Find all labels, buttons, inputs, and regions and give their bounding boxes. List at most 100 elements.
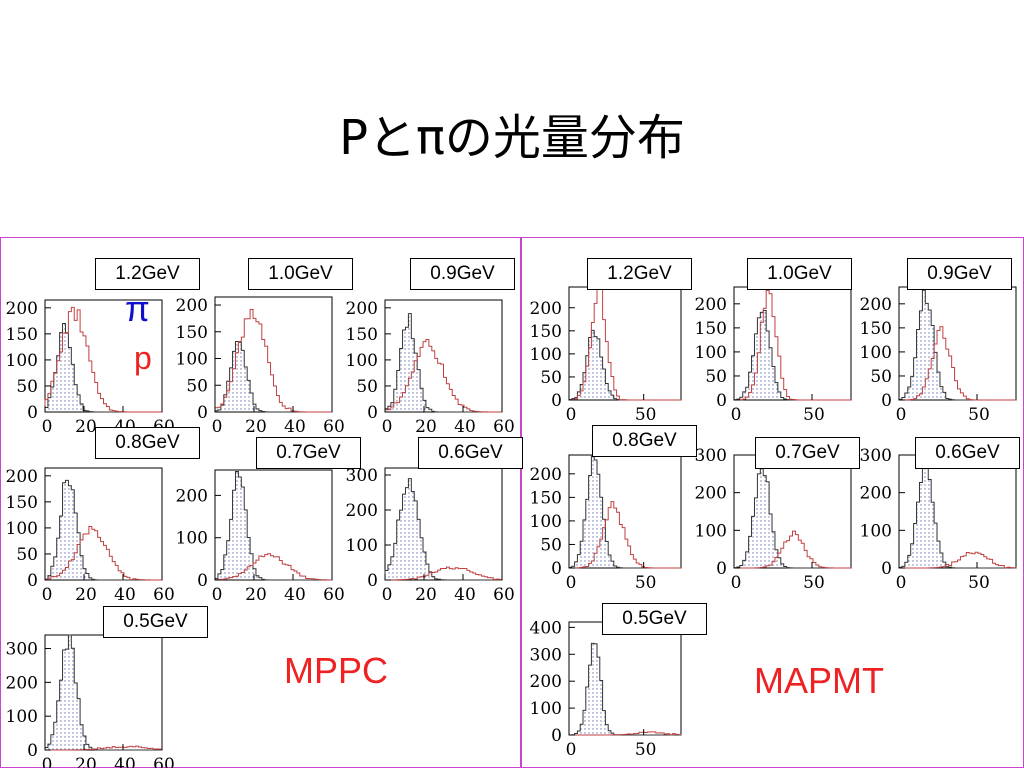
pi-histogram <box>384 478 502 581</box>
p-histogram <box>568 286 681 401</box>
y-tick-label: 200 <box>6 299 38 319</box>
x-tick-label: 60 <box>153 755 175 768</box>
pi-histogram <box>214 471 332 581</box>
y-tick-label: 0 <box>551 559 562 579</box>
pi-fill <box>569 330 681 400</box>
y-tick-label: 50 <box>186 376 208 396</box>
x-tick-label: 0 <box>566 573 577 593</box>
x-tick-label: 40 <box>284 417 306 437</box>
x-tick-label: 40 <box>454 417 476 437</box>
y-tick-label: 100 <box>346 351 378 371</box>
x-tick-label: 20 <box>75 585 97 605</box>
p-histogram <box>569 731 682 736</box>
p-legend: p <box>134 340 152 376</box>
pi-fill <box>45 323 162 412</box>
energy-label: 1.2GeV <box>95 258 200 290</box>
pi-fill <box>899 462 1016 568</box>
x-tick-label: 60 <box>153 585 175 605</box>
pi-fill <box>569 643 681 735</box>
y-tick-label: 200 <box>530 299 562 319</box>
x-tick-label: 0 <box>382 585 393 605</box>
y-tick-label: 150 <box>860 319 892 339</box>
pi-fill <box>734 468 851 568</box>
y-tick-label: 0 <box>716 559 727 579</box>
y-tick-label: 0 <box>716 391 727 411</box>
x-tick-label: 0 <box>731 405 742 425</box>
x-tick-label: 50 <box>635 740 657 760</box>
y-tick-label: 150 <box>176 323 208 343</box>
x-tick-label: 40 <box>114 755 136 768</box>
pi-fill <box>734 310 851 400</box>
y-tick-label: 150 <box>6 325 38 345</box>
energy-label: 1.0GeV <box>747 258 852 290</box>
y-tick-label: 300 <box>530 645 562 665</box>
y-tick-label: 0 <box>367 403 378 423</box>
y-tick-label: 100 <box>695 343 727 363</box>
p-histogram <box>899 551 1017 569</box>
x-tick-label: 20 <box>75 755 97 768</box>
y-tick-label: 0 <box>27 571 38 591</box>
mppc-label: MPPC <box>284 650 389 691</box>
y-tick-label: 200 <box>346 299 378 319</box>
histogram-1: 0 50 100 150 200 0 20 40 60 <box>176 296 345 437</box>
y-tick-label: 200 <box>530 465 562 485</box>
energy-label: 0.6GeV <box>915 437 1020 469</box>
y-tick-label: 0 <box>551 726 562 746</box>
pi-histogram <box>898 462 1016 569</box>
y-tick-label: 100 <box>176 350 208 370</box>
y-tick-label: 0 <box>551 391 562 411</box>
pi-fill <box>385 313 502 412</box>
y-tick-label: 50 <box>16 545 38 565</box>
x-tick-label: 20 <box>75 417 97 437</box>
x-tick-label: 0 <box>896 573 907 593</box>
x-tick-label: 20 <box>245 585 267 605</box>
energy-label: 0.6GeV <box>418 437 523 469</box>
y-tick-label: 200 <box>860 484 892 504</box>
x-tick-label: 60 <box>323 417 345 437</box>
x-tick-label: 50 <box>968 405 990 425</box>
y-tick-label: 100 <box>695 521 727 541</box>
y-tick-label: 50 <box>16 377 38 397</box>
p-histogram <box>384 339 503 413</box>
x-tick-label: 20 <box>415 417 437 437</box>
p-histogram <box>734 530 851 569</box>
y-tick-label: 100 <box>530 345 562 365</box>
p-histogram <box>384 566 503 581</box>
x-tick-label: 0 <box>896 405 907 425</box>
histogram-12: 0 100 200 300 0 50 <box>860 446 1017 593</box>
histogram-4: 0 100 200 0 20 40 60 <box>176 469 345 605</box>
y-tick-label: 300 <box>860 446 892 466</box>
x-tick-label: 50 <box>803 573 825 593</box>
y-tick-label: 200 <box>176 296 208 316</box>
y-tick-label: 100 <box>860 343 892 363</box>
histogram-13: 0 100 200 300 400 0 50 <box>530 618 682 760</box>
p-histogram <box>44 745 163 751</box>
histogram-11: 0 100 200 300 0 50 <box>695 446 852 593</box>
x-tick-label: 0 <box>566 405 577 425</box>
y-tick-label: 0 <box>197 571 208 591</box>
x-tick-label: 40 <box>114 585 136 605</box>
y-tick-label: 150 <box>530 322 562 342</box>
y-tick-label: 50 <box>870 367 892 387</box>
x-tick-label: 50 <box>635 573 657 593</box>
x-tick-label: 0 <box>212 417 223 437</box>
x-tick-label: 0 <box>382 417 393 437</box>
energy-label: 0.5GeV <box>602 603 707 635</box>
x-tick-label: 20 <box>415 585 437 605</box>
y-tick-label: 0 <box>197 403 208 423</box>
y-tick-label: 300 <box>6 640 38 660</box>
pi-histogram <box>733 468 851 569</box>
y-tick-label: 200 <box>6 467 38 487</box>
pi-histogram <box>44 634 162 751</box>
p-histogram <box>214 309 332 413</box>
pi-histogram <box>568 642 681 736</box>
energy-label: 1.0GeV <box>248 258 353 290</box>
y-tick-label: 100 <box>176 529 208 549</box>
x-tick-label: 40 <box>454 585 476 605</box>
y-tick-label: 0 <box>27 403 38 423</box>
